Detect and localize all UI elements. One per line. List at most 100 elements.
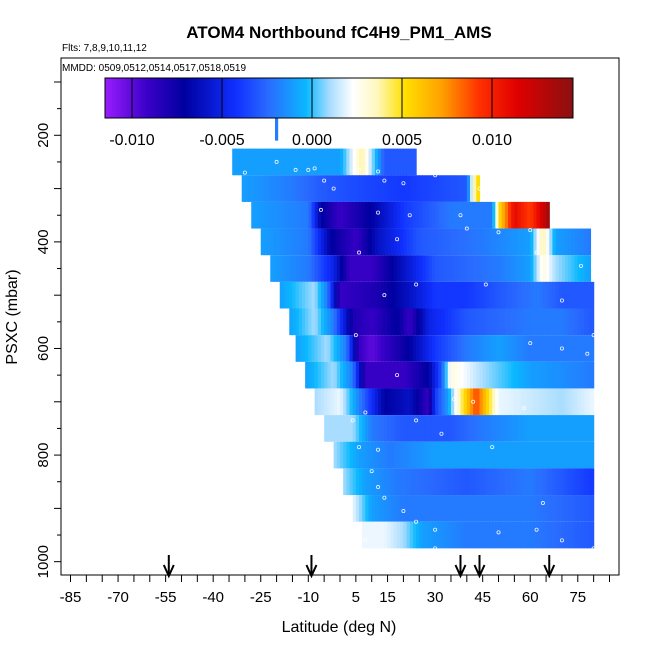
heatmap-cell <box>501 495 506 522</box>
heatmap-cell <box>546 468 550 496</box>
heatmap-cell <box>393 335 398 362</box>
heatmap-cell <box>397 228 401 256</box>
heatmap-cell <box>520 441 525 469</box>
heatmap-cell <box>248 175 252 202</box>
heatmap-cell <box>416 228 420 256</box>
heatmap-cell <box>523 255 528 282</box>
heatmap-cell <box>428 201 433 229</box>
heatmap-cell <box>292 201 297 229</box>
heatmap-cell <box>279 228 284 256</box>
heatmap-cell <box>327 175 332 202</box>
heatmap-cell <box>292 148 297 176</box>
heatmap-cell <box>463 495 468 522</box>
heatmap-cell <box>530 521 534 549</box>
colorbar: -0.010 -0.005 0.000 0.005 0.010 <box>104 77 574 149</box>
heatmap-cell <box>450 415 455 442</box>
heatmap-cell <box>492 335 496 362</box>
heatmap-cell <box>352 335 357 362</box>
heatmap-cell <box>327 228 332 256</box>
heatmap-cell <box>320 361 325 389</box>
heatmap-cell <box>495 521 500 549</box>
heatmap-cell <box>533 521 538 549</box>
heatmap-cell <box>450 468 455 496</box>
heatmap-cell <box>422 441 427 469</box>
heatmap-cell <box>308 201 313 229</box>
heatmap-cell <box>273 175 278 202</box>
heatmap-cell <box>317 201 322 229</box>
heatmap-cell <box>580 335 585 362</box>
heatmap-cell <box>305 308 309 336</box>
heatmap-cell <box>362 281 366 309</box>
heatmap-cell <box>463 201 468 229</box>
heatmap-cell <box>539 468 544 496</box>
heatmap-cell <box>308 308 313 336</box>
heatmap-cell <box>447 228 452 256</box>
heatmap-cell <box>460 335 465 362</box>
heatmap-cell <box>561 495 566 522</box>
heatmap-cell <box>454 521 458 549</box>
heatmap-cell <box>387 388 392 416</box>
heatmap-cell <box>561 441 566 469</box>
heatmap-cell <box>314 228 319 256</box>
heatmap-cell <box>463 335 468 362</box>
heatmap-cell <box>568 361 573 389</box>
heatmap-cell <box>552 281 557 309</box>
heatmap-cell <box>289 175 294 202</box>
heatmap-cell <box>276 228 281 256</box>
heatmap-cell <box>520 521 525 549</box>
heatmap-cell <box>552 361 557 389</box>
heatmap-cell <box>463 255 468 282</box>
heatmap-cell <box>409 255 414 282</box>
heatmap-cell <box>504 228 509 256</box>
heatmap-cell <box>517 255 522 282</box>
heatmap-cell <box>514 388 519 416</box>
heatmap-cell <box>482 255 487 282</box>
heatmap-cell <box>355 308 360 336</box>
heatmap-cell <box>362 495 366 522</box>
heatmap-cell <box>254 148 259 176</box>
heatmap-cell <box>444 175 449 202</box>
heatmap-cell <box>565 441 569 469</box>
heatmap-cell <box>577 441 582 469</box>
heatmap-cell <box>511 281 515 309</box>
heatmap-cell <box>555 415 560 442</box>
heatmap-cell <box>378 441 382 469</box>
latitude-arrow <box>454 555 467 579</box>
heatmap-cell <box>412 388 417 416</box>
heatmap-cell <box>536 521 541 549</box>
sample-point <box>433 527 438 532</box>
heatmap-cell <box>454 281 458 309</box>
heatmap-cell <box>378 308 382 336</box>
heatmap-cell <box>447 495 452 522</box>
heatmap-cell <box>431 175 436 202</box>
heatmap-band <box>295 335 595 362</box>
heatmap-cell <box>362 521 366 549</box>
heatmap-cell <box>343 281 347 309</box>
heatmap-cell <box>511 255 515 282</box>
heatmap-cell <box>251 175 255 202</box>
heatmap-cell <box>444 255 449 282</box>
heatmap-cell <box>558 361 563 389</box>
heatmap-cell <box>571 468 576 496</box>
heatmap-cell <box>428 468 433 496</box>
heatmap-cell <box>241 148 246 176</box>
heatmap-cell <box>561 281 566 309</box>
heatmap-cell <box>508 228 512 256</box>
heatmap-cell <box>561 415 566 442</box>
heatmap-cell <box>311 335 316 362</box>
heatmap-cell <box>558 415 563 442</box>
heatmap-cell <box>362 388 366 416</box>
sample-point <box>331 186 336 191</box>
heatmap-cell <box>381 495 385 522</box>
heatmap-cell <box>479 415 484 442</box>
heatmap-cell <box>438 388 443 416</box>
heatmap-cell <box>542 281 547 309</box>
heatmap-cell <box>371 388 376 416</box>
heatmap-cell <box>333 281 338 309</box>
heatmap-cell <box>542 255 547 282</box>
heatmap-cell <box>482 281 487 309</box>
heatmap-cell <box>349 308 354 336</box>
heatmap-cell <box>251 201 255 229</box>
heatmap-cell <box>485 521 490 549</box>
heatmap-cell <box>444 361 449 389</box>
